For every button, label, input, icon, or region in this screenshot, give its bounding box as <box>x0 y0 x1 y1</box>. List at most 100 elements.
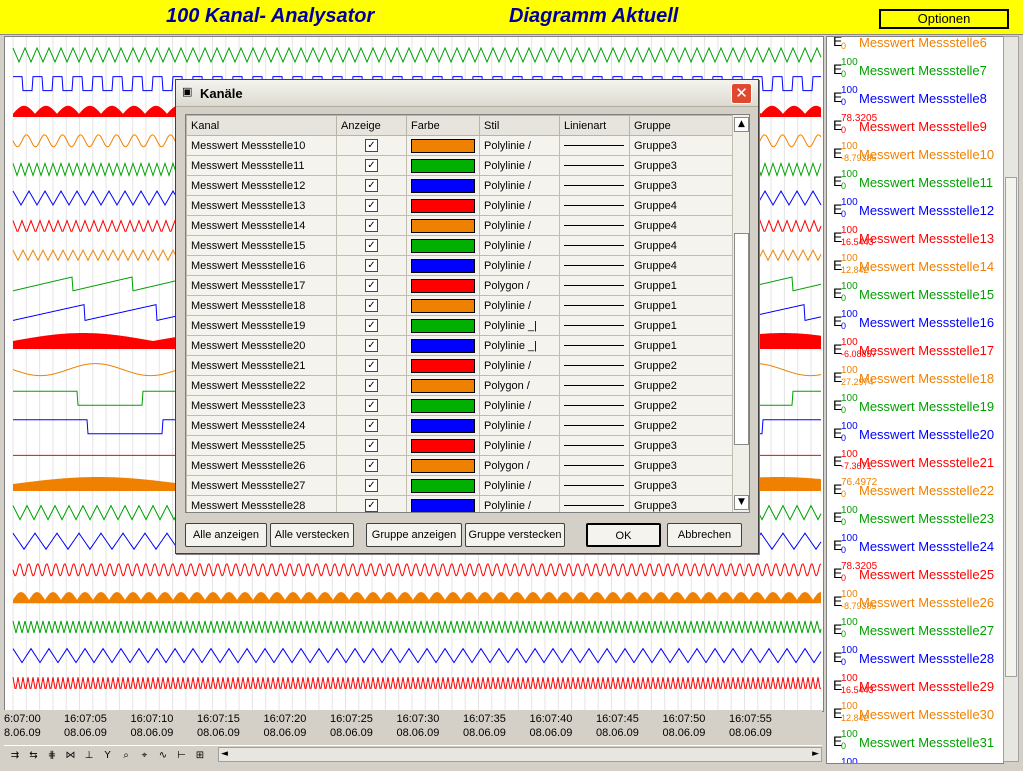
scroll-down-icon[interactable]: ▼ <box>734 495 749 510</box>
line-style-preview[interactable] <box>564 465 624 466</box>
legend-item[interactable]: E 100 0 Messwert Messstelle20 <box>833 419 1003 447</box>
cell-stil[interactable]: Polylinie / <box>479 195 560 216</box>
visibility-checkbox[interactable]: ✓ <box>365 139 378 152</box>
line-style-preview[interactable] <box>564 285 624 286</box>
legend-item[interactable]: E 100 0 Messwert Messstelle23 <box>833 503 1003 531</box>
col-stil[interactable]: Stil <box>479 115 560 136</box>
line-style-preview[interactable] <box>564 445 624 446</box>
color-swatch[interactable] <box>411 238 475 253</box>
cell-stil[interactable]: Polylinie / <box>479 235 560 256</box>
cell-gruppe[interactable]: Gruppe1 <box>629 275 736 296</box>
cursor-icon[interactable]: ⊥ <box>80 747 98 764</box>
legend-item[interactable]: E 100 0 Messwert Messstelle8 <box>833 83 1003 111</box>
dialog-titlebar[interactable]: ▣ Kanäle ✕ <box>176 80 758 107</box>
cell-gruppe[interactable]: Gruppe4 <box>629 235 736 256</box>
line-style-preview[interactable] <box>564 185 624 186</box>
horizontal-scrollbar[interactable]: ◄ ► <box>218 747 822 762</box>
legend-scroll-thumb[interactable] <box>1005 177 1017 677</box>
color-swatch[interactable] <box>411 298 475 313</box>
cell-stil[interactable]: Polygon / <box>479 375 560 396</box>
cell-kanal[interactable]: Messwert Messstelle18 <box>186 295 337 316</box>
scroll-left-icon[interactable]: ◄ <box>221 749 228 759</box>
cell-stil[interactable]: Polygon / <box>479 275 560 296</box>
color-swatch[interactable] <box>411 338 475 353</box>
cell-kanal[interactable]: Messwert Messstelle13 <box>186 195 337 216</box>
color-swatch[interactable] <box>411 318 475 333</box>
cell-gruppe[interactable]: Gruppe3 <box>629 475 736 496</box>
visibility-checkbox[interactable]: ✓ <box>365 199 378 212</box>
table-row[interactable]: Messwert Messstelle10 ✓ Polylinie / Gruppe3 <box>186 135 736 156</box>
color-swatch[interactable] <box>411 138 475 153</box>
table-row[interactable]: Messwert Messstelle23 ✓ Polylinie / Gruppe2 <box>186 395 736 416</box>
cell-stil[interactable]: Polylinie / <box>479 295 560 316</box>
col-linienart[interactable]: Linienart <box>559 115 630 136</box>
cell-kanal[interactable]: Messwert Messstelle12 <box>186 175 337 196</box>
zoom-icon[interactable]: ⌕ <box>117 747 135 764</box>
color-swatch[interactable] <box>411 358 475 373</box>
line-style-preview[interactable] <box>564 165 624 166</box>
visibility-checkbox[interactable]: ✓ <box>365 359 378 372</box>
legend-item[interactable]: E 100 0 Messwert Messstelle12 <box>833 195 1003 223</box>
ok-button[interactable]: OK <box>586 523 661 547</box>
line-style-preview[interactable] <box>564 405 624 406</box>
cell-gruppe[interactable]: Gruppe3 <box>629 135 736 156</box>
legend-item[interactable]: E 100 0 Messwert Messstelle15 <box>833 279 1003 307</box>
cell-kanal[interactable]: Messwert Messstelle17 <box>186 275 337 296</box>
visibility-checkbox[interactable]: ✓ <box>365 499 378 512</box>
curve-zoom-icon[interactable]: ⌖ <box>135 747 154 764</box>
color-swatch[interactable] <box>411 278 475 293</box>
color-swatch[interactable] <box>411 378 475 393</box>
visibility-checkbox[interactable]: ✓ <box>365 299 378 312</box>
cell-gruppe[interactable]: Gruppe1 <box>629 335 736 356</box>
visibility-checkbox[interactable]: ✓ <box>365 239 378 252</box>
marker-icon[interactable]: ⊞ <box>191 747 209 764</box>
line-style-preview[interactable] <box>564 365 624 366</box>
cell-kanal[interactable]: Messwert Messstelle16 <box>186 255 337 276</box>
legend-item[interactable]: E 100 0 Messwert Messstelle24 <box>833 531 1003 559</box>
table-row[interactable]: Messwert Messstelle19 ✓ Polylinie _| Gruppe… <box>186 315 736 336</box>
legend-item[interactable]: E 100 0 Messwert Messstelle31 <box>833 727 1003 755</box>
line-style-preview[interactable] <box>564 325 624 326</box>
visibility-checkbox[interactable]: ✓ <box>365 219 378 232</box>
visibility-checkbox[interactable]: ✓ <box>365 339 378 352</box>
legend-item[interactable]: E 100 12.842 Messwert Messstelle14 <box>833 251 1003 279</box>
hide-group-button[interactable]: Gruppe verstecken <box>465 523 565 547</box>
scroll-right-icon[interactable]: ► <box>812 749 819 759</box>
cancel-button[interactable]: Abbrechen <box>667 523 742 547</box>
color-swatch[interactable] <box>411 498 475 512</box>
cell-stil[interactable]: Polylinie / <box>479 355 560 376</box>
cell-stil[interactable]: Polylinie / <box>479 395 560 416</box>
legend-item[interactable]: E 78.3205 0 Messwert Messstelle9 <box>833 111 1003 139</box>
color-swatch[interactable] <box>411 458 475 473</box>
cell-kanal[interactable]: Messwert Messstelle22 <box>186 375 337 396</box>
col-gruppe[interactable]: Gruppe <box>629 115 736 136</box>
cell-gruppe[interactable]: Gruppe4 <box>629 195 736 216</box>
cell-kanal[interactable]: Messwert Messstelle24 <box>186 415 337 436</box>
cell-kanal[interactable]: Messwert Messstelle15 <box>186 235 337 256</box>
line-style-preview[interactable] <box>564 505 624 506</box>
cell-stil[interactable]: Polylinie / <box>479 255 560 276</box>
color-swatch[interactable] <box>411 198 475 213</box>
line-style-preview[interactable] <box>564 245 624 246</box>
cell-gruppe[interactable]: Gruppe3 <box>629 155 736 176</box>
cell-kanal[interactable]: Messwert Messstelle23 <box>186 395 337 416</box>
visibility-checkbox[interactable]: ✓ <box>365 279 378 292</box>
y-scale-icon[interactable]: Y <box>98 747 117 764</box>
legend-item[interactable]: E 100 -6.08857 Messwert Messstelle17 <box>833 335 1003 363</box>
cell-gruppe[interactable]: Gruppe1 <box>629 295 736 316</box>
cell-stil[interactable]: Polylinie / <box>479 415 560 436</box>
visibility-checkbox[interactable]: ✓ <box>365 179 378 192</box>
cell-stil[interactable]: Polylinie / <box>479 435 560 456</box>
table-row[interactable]: Messwert Messstelle17 ✓ Polygon / Gruppe1 <box>186 275 736 296</box>
fit-horizontal-icon[interactable]: ⇆ <box>24 747 43 764</box>
options-button[interactable]: Optionen <box>879 9 1009 29</box>
cell-gruppe[interactable]: Gruppe2 <box>629 375 736 396</box>
cell-gruppe[interactable]: Gruppe3 <box>629 455 736 476</box>
line-style-preview[interactable] <box>564 205 624 206</box>
legend-item[interactable]: E 100 -8.79385 Messwert Messstelle26 <box>833 587 1003 615</box>
table-row[interactable]: Messwert Messstelle24 ✓ Polylinie / Gruppe2 <box>186 415 736 436</box>
legend-item[interactable]: E 100 0 Messwert Messstelle11 <box>833 167 1003 195</box>
col-farbe[interactable]: Farbe <box>406 115 480 136</box>
cell-kanal[interactable]: Messwert Messstelle14 <box>186 215 337 236</box>
table-scrollbar[interactable]: ▲ ▼ <box>732 115 749 512</box>
